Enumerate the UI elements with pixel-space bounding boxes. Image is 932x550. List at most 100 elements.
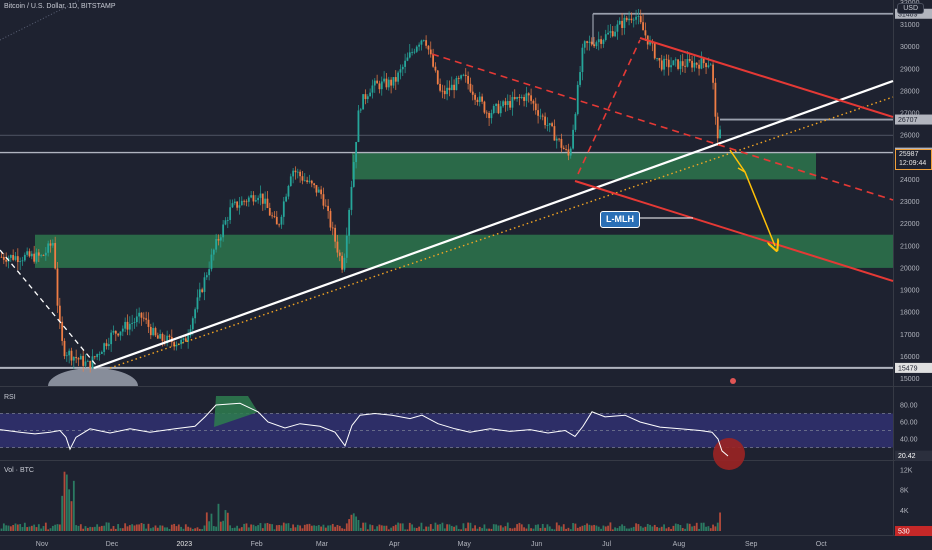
volume-bar xyxy=(558,525,560,531)
candle-body xyxy=(61,321,64,341)
candle-body xyxy=(194,309,197,319)
volume-bar xyxy=(252,524,255,531)
volume-bar xyxy=(75,525,78,531)
candle-body xyxy=(345,235,348,258)
candle-body xyxy=(215,239,218,250)
candle-body xyxy=(464,74,467,76)
candle-body xyxy=(455,78,458,91)
volume-bar xyxy=(289,528,292,531)
volume-bar xyxy=(446,524,449,531)
volume-bar xyxy=(492,524,495,531)
candle-body xyxy=(355,142,358,163)
candle-body xyxy=(201,289,204,292)
candle-body xyxy=(264,198,267,204)
candle-body xyxy=(628,18,630,21)
candle-body xyxy=(418,44,421,47)
volume-bar xyxy=(278,524,281,531)
candle-body xyxy=(175,344,178,347)
volume-bar xyxy=(485,528,488,531)
candle-body xyxy=(233,201,236,204)
volume-bar xyxy=(541,523,544,531)
volume-bar xyxy=(644,526,647,531)
volume-bar xyxy=(432,528,435,531)
price-tick-label: 16000 xyxy=(900,354,920,361)
price-tick-label: 20000 xyxy=(900,265,920,272)
price-tick-label: 30000 xyxy=(900,44,920,51)
volume-bar xyxy=(630,527,633,531)
candle-body xyxy=(677,59,679,69)
volume-bar xyxy=(434,522,437,531)
volume-bar xyxy=(362,522,365,531)
candle-body xyxy=(212,249,215,255)
volume-bar xyxy=(334,526,337,531)
currency-selector[interactable]: USD xyxy=(897,3,924,14)
candle-body xyxy=(322,194,325,206)
volume-bar xyxy=(504,526,507,531)
candle-body xyxy=(236,201,239,208)
candle-body xyxy=(590,41,593,45)
volume-bar xyxy=(149,528,152,531)
volume-bar xyxy=(709,528,712,531)
volume-bar xyxy=(168,528,171,531)
candle-body xyxy=(392,77,395,86)
volume-bar xyxy=(583,525,586,531)
time-tick-label: Apr xyxy=(389,541,401,548)
volume-bar xyxy=(105,522,108,531)
candle-body xyxy=(268,207,271,216)
volume-bar xyxy=(14,523,17,531)
volume-bar xyxy=(121,528,124,531)
volume-bar xyxy=(189,527,192,531)
candle-body xyxy=(357,110,360,143)
candle-body xyxy=(37,252,40,256)
volume-bar xyxy=(306,524,309,531)
volume-bar xyxy=(667,527,670,531)
volume-bar xyxy=(327,525,330,531)
candle-body xyxy=(513,97,516,99)
time-tick-label: Sep xyxy=(745,541,758,548)
candle-body xyxy=(292,170,295,177)
candle-body xyxy=(12,255,15,260)
volume-bar xyxy=(415,527,418,531)
candle-body xyxy=(460,75,463,79)
volume-bar xyxy=(656,526,658,531)
volume-bar xyxy=(21,526,24,531)
candle-body xyxy=(408,52,411,58)
volume-bar xyxy=(551,528,553,531)
price-tag-31489: 31489 xyxy=(898,11,918,18)
volume-bar xyxy=(19,524,22,531)
volume-bar xyxy=(243,523,246,531)
time-tick-label: Mar xyxy=(316,541,329,548)
candle-body xyxy=(149,326,152,336)
current-price-value: 25987 xyxy=(899,151,919,158)
volume-bar xyxy=(23,522,26,531)
volume-bar xyxy=(259,523,262,531)
candle-body xyxy=(257,197,260,201)
volume-bar xyxy=(16,524,19,531)
volume-bar xyxy=(660,526,663,531)
candle-body xyxy=(159,334,162,339)
volume-bar xyxy=(86,527,89,531)
volume-bar xyxy=(679,525,682,531)
candle-body xyxy=(471,91,474,95)
candle-body xyxy=(380,81,383,90)
channel-upper xyxy=(639,37,894,118)
price-tick-label: 19000 xyxy=(900,288,920,295)
candle-body xyxy=(205,275,208,278)
candle-body xyxy=(119,331,122,336)
rsi-oversold-highlight xyxy=(713,438,745,470)
candle-body xyxy=(616,24,619,32)
volume-bar xyxy=(324,527,327,531)
volume-bar xyxy=(294,527,297,531)
candle-body xyxy=(306,180,309,182)
candle-body xyxy=(124,321,127,329)
volume-bar xyxy=(236,525,239,531)
volume-bar xyxy=(411,524,414,531)
volume-bar xyxy=(173,523,176,531)
volume-bar xyxy=(443,528,446,531)
candle-body xyxy=(70,350,73,361)
volume-bar xyxy=(684,528,686,531)
volume-bar xyxy=(674,523,677,531)
volume-bar xyxy=(693,525,696,531)
volume-bar xyxy=(518,522,521,531)
